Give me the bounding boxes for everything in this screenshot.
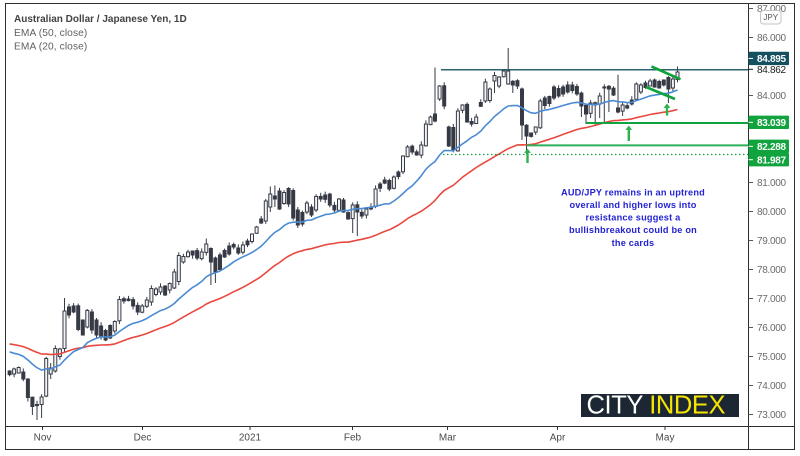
svg-text:84.862: 84.862 <box>757 65 787 76</box>
svg-text:EMA (20, close): EMA (20, close) <box>14 42 87 53</box>
svg-text:79.000: 79.000 <box>757 236 787 247</box>
svg-text:84.895: 84.895 <box>757 54 787 65</box>
svg-text:the cards: the cards <box>612 238 655 248</box>
svg-text:80.000: 80.000 <box>757 207 787 218</box>
svg-text:JPY: JPY <box>763 13 778 22</box>
svg-text:84.000: 84.000 <box>757 91 787 102</box>
svg-text:77.000: 77.000 <box>757 294 787 305</box>
svg-text:82.288: 82.288 <box>757 142 787 153</box>
svg-text:73.000: 73.000 <box>757 410 787 421</box>
svg-text:Mar: Mar <box>439 433 457 444</box>
svg-text:86.000: 86.000 <box>757 33 787 44</box>
svg-text:EMA (50, close): EMA (50, close) <box>14 28 87 39</box>
svg-text:bullishbreakout could be on: bullishbreakout could be on <box>569 225 697 235</box>
svg-text:AUD/JPY remains in an uptrend: AUD/JPY remains in an uptrend <box>561 187 705 197</box>
svg-text:Australian Dollar / Japanese Y: Australian Dollar / Japanese Yen, 1D <box>14 14 187 25</box>
svg-text:81.987: 81.987 <box>757 155 787 166</box>
svg-text:Feb: Feb <box>344 433 362 444</box>
svg-text:81.000: 81.000 <box>757 178 787 189</box>
svg-text:75.000: 75.000 <box>757 352 787 363</box>
svg-text:May: May <box>656 433 675 444</box>
svg-text:2021: 2021 <box>239 433 262 444</box>
svg-text:Apr: Apr <box>550 433 566 444</box>
svg-text:87.000: 87.000 <box>757 4 787 15</box>
svg-text:CITY INDEX: CITY INDEX <box>587 392 726 420</box>
svg-text:Nov: Nov <box>34 433 52 444</box>
svg-text:Dec: Dec <box>134 433 152 444</box>
svg-text:overall and higher lows into: overall and higher lows into <box>569 200 696 210</box>
svg-text:78.000: 78.000 <box>757 265 787 276</box>
svg-text:resistance suggest a: resistance suggest a <box>586 213 682 223</box>
svg-text:74.000: 74.000 <box>757 381 787 392</box>
svg-text:83.039: 83.039 <box>757 118 787 129</box>
svg-text:76.000: 76.000 <box>757 323 787 334</box>
